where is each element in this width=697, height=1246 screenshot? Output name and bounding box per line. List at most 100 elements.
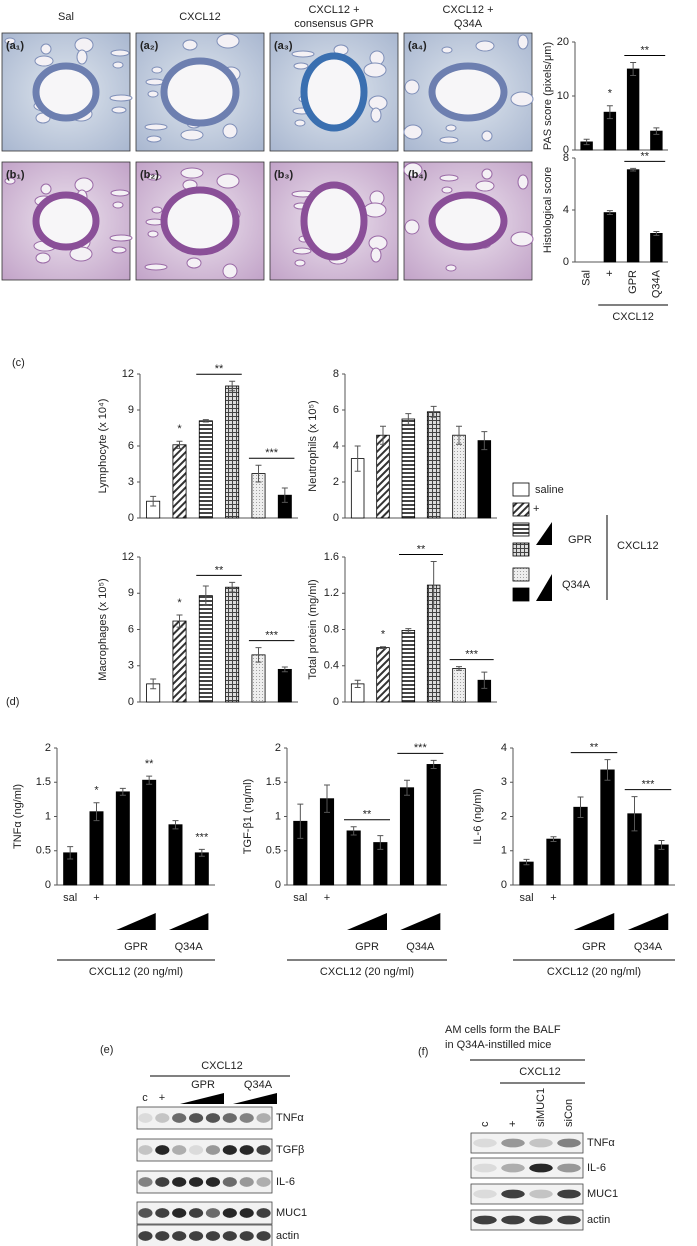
blot-band	[138, 1177, 153, 1187]
legend-wedge	[536, 574, 552, 601]
blot-band	[188, 1113, 204, 1123]
error-bar	[229, 581, 236, 593]
alveolus	[186, 257, 202, 269]
blot-band	[473, 1215, 497, 1225]
y-tick-label: 0.4	[324, 660, 339, 672]
column-header: Sal	[58, 11, 74, 23]
bar	[426, 764, 441, 886]
blot-subgroup: GPR	[191, 1079, 215, 1091]
airway	[300, 181, 368, 261]
error-bar	[176, 614, 183, 628]
alveolus	[363, 202, 387, 218]
y-axis-title: Total protein (mg/ml)	[307, 579, 319, 679]
bar	[225, 385, 240, 519]
blot-band	[529, 1189, 553, 1199]
legend-swatch	[512, 587, 530, 602]
bar	[626, 68, 640, 151]
bar	[376, 647, 390, 703]
legend-wedge	[536, 522, 552, 545]
y-tick-label: 1	[45, 810, 51, 822]
blot-lane: siCon	[563, 1099, 575, 1127]
y-tick-label: 9	[128, 404, 134, 416]
error-bar	[202, 419, 209, 423]
blot-band	[205, 1208, 221, 1218]
blot-band	[256, 1177, 271, 1187]
blot-band	[155, 1145, 170, 1155]
blot-band	[188, 1177, 204, 1187]
alveolus	[144, 263, 168, 271]
error-bar	[653, 127, 660, 135]
alveolus	[517, 34, 529, 50]
significance-label: **	[417, 543, 426, 555]
y-axis-title: Lymphocyte (x 10⁴)	[97, 399, 109, 494]
x-tick-label: sal	[519, 892, 533, 904]
blot-band	[473, 1189, 497, 1199]
error-bar	[146, 775, 153, 785]
alveolus	[151, 66, 163, 74]
y-tick-label: 0	[501, 879, 507, 891]
y-tick-label: 9	[128, 587, 134, 599]
image-label: (b₃)	[274, 169, 293, 181]
alveolus	[40, 43, 52, 55]
blot-band	[501, 1163, 525, 1173]
alveolus	[147, 230, 159, 238]
blot-row-label: MUC1	[276, 1207, 307, 1219]
alveolus	[34, 55, 54, 67]
significance-label: ***	[465, 649, 479, 661]
y-tick-label: 8	[333, 368, 339, 380]
bar	[603, 212, 617, 263]
blot-caption: in Q34A-instilled mice	[445, 1039, 551, 1051]
group-label: Q34A	[634, 941, 663, 953]
alveolus	[144, 123, 168, 131]
blot-strip	[136, 1138, 273, 1162]
legend-swatch	[512, 502, 530, 517]
blot-band	[138, 1231, 153, 1241]
y-tick-label: 0	[128, 696, 134, 708]
significance-label: **	[145, 758, 154, 770]
blot-row-label: IL-6	[587, 1162, 606, 1174]
dose-wedge	[627, 913, 669, 930]
y-tick-label: 4	[501, 742, 507, 754]
error-bar	[430, 759, 437, 770]
x-tick-label: +	[93, 892, 99, 904]
blot-band	[501, 1215, 525, 1225]
bar	[626, 169, 640, 263]
significance-label: ***	[195, 831, 209, 843]
bar	[198, 420, 213, 519]
legend-label: +	[533, 503, 539, 515]
y-tick-label: 4	[333, 440, 339, 452]
alveolus	[370, 107, 382, 123]
alveolus	[110, 189, 130, 197]
legend-label: saline	[535, 484, 564, 496]
alveolus	[403, 162, 423, 178]
alveolus	[510, 231, 534, 247]
error-bar	[172, 820, 179, 830]
y-axis-title: IL-6 (ng/ml)	[472, 788, 484, 844]
y-tick-label: 1.6	[324, 551, 339, 563]
bar	[519, 861, 534, 886]
error-bar	[405, 628, 412, 633]
alveolus	[151, 206, 163, 214]
column-header: consensus GPR	[294, 18, 374, 30]
error-bar	[606, 105, 613, 120]
panel-label: (d)	[6, 696, 19, 708]
blot-band	[172, 1145, 187, 1155]
alveolus	[147, 90, 159, 98]
blot-band	[222, 1177, 237, 1187]
y-tick-label: 0.5	[36, 845, 51, 857]
bar	[277, 668, 292, 703]
dose-wedge	[233, 1093, 277, 1104]
error-bar	[324, 784, 330, 813]
y-tick-label: 2	[501, 810, 507, 822]
error-bar	[229, 380, 236, 392]
column-header: CXCL12	[179, 11, 221, 23]
group-label: GPR	[355, 941, 379, 953]
legend-swatch	[512, 482, 530, 497]
error-bar	[658, 839, 665, 850]
blot-band	[256, 1145, 271, 1155]
significance-label: *	[177, 597, 182, 609]
airway	[300, 52, 368, 132]
alveolus	[403, 124, 423, 140]
y-tick-label: 10	[557, 90, 569, 102]
